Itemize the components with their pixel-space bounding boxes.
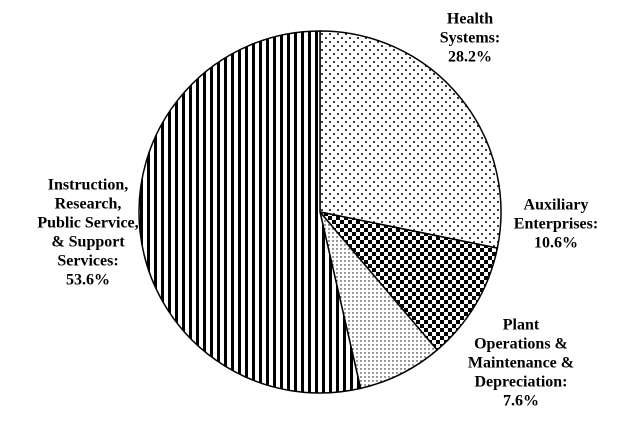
- slice-label: & Support: [51, 234, 125, 251]
- slice-label: Plant: [503, 317, 540, 334]
- value-label: 7.6%: [503, 393, 539, 410]
- slice-label: Services:: [57, 253, 118, 270]
- pie-slice: [318, 210, 499, 352]
- slice-label: Systems:: [440, 30, 500, 47]
- slice-label: Maintenance &: [468, 355, 574, 372]
- slice-label: Depreciation:: [474, 374, 567, 391]
- value-label: 53.6%: [66, 272, 110, 289]
- slice-label: Health: [447, 11, 493, 28]
- slice-label: Operations &: [474, 336, 568, 353]
- slice-label: Enterprises:: [514, 216, 598, 233]
- value-label: 10.6%: [534, 235, 578, 252]
- value-label: 28.2%: [448, 49, 492, 66]
- slice-label: Public Service,: [37, 215, 138, 232]
- pie-slice: [138, 30, 362, 394]
- pie-slice: [319, 30, 502, 250]
- slice-label: Instruction,: [48, 177, 128, 194]
- slice-label: Research,: [55, 196, 122, 213]
- slice-label: Auxiliary: [524, 197, 589, 214]
